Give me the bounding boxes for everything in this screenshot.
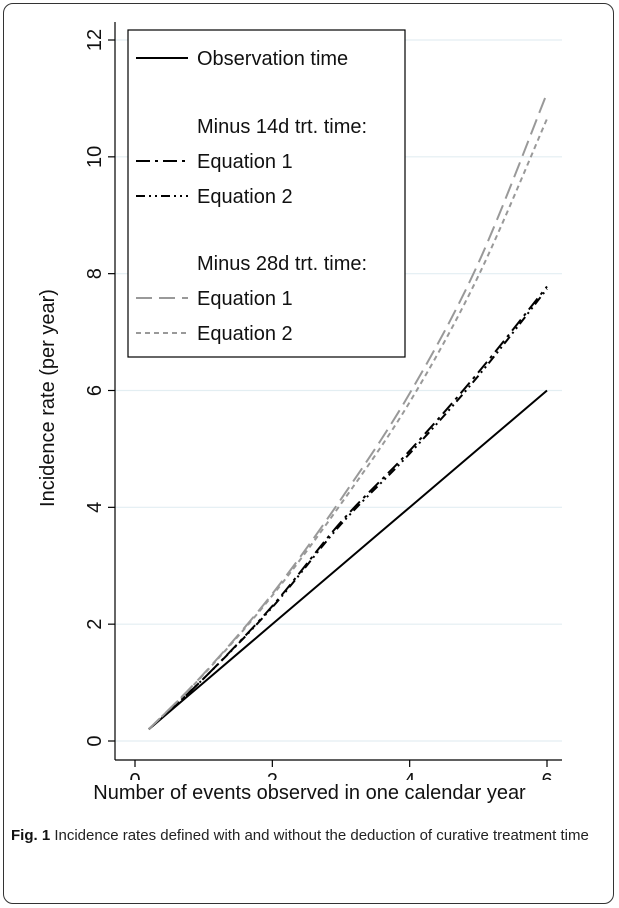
y-tick-label: 4 bbox=[84, 502, 106, 513]
legend-box bbox=[127, 29, 406, 358]
y-tick-label: 0 bbox=[84, 735, 106, 746]
legend-group-title: Minus 28d trt. time: bbox=[197, 253, 367, 275]
series-line-2 bbox=[148, 288, 548, 731]
x-tick-label: 0 bbox=[129, 770, 140, 780]
y-axis-label: Incidence rate (per year) bbox=[37, 289, 59, 507]
tick-labels: 0 2 4 6 8 10 12 0 2 4 6 bbox=[84, 29, 553, 780]
x-tick-label: 2 bbox=[267, 770, 278, 780]
legend-label: Equation 1 bbox=[197, 151, 293, 173]
y-tick-label: 2 bbox=[84, 619, 106, 630]
caption-text: Incidence rates defined with and without… bbox=[54, 827, 589, 844]
y-tick-label: 6 bbox=[84, 385, 106, 396]
legend-label: Observation time bbox=[197, 48, 348, 70]
series-line-3 bbox=[148, 92, 548, 731]
legend-label: Equation 2 bbox=[197, 186, 293, 208]
y-tick-label: 10 bbox=[84, 146, 106, 168]
y-tick-label: 12 bbox=[84, 29, 106, 51]
line-chart: 0246810120246 Incidence rate (per year) … bbox=[37, 22, 562, 780]
x-axis-label: Number of events observed in one calenda… bbox=[93, 782, 526, 804]
legend-label: Equation 1 bbox=[197, 288, 293, 310]
axes bbox=[108, 22, 562, 767]
y-tick-label: 8 bbox=[84, 268, 106, 279]
legend-label: Equation 2 bbox=[197, 323, 293, 345]
x-tick-label: 4 bbox=[404, 770, 415, 780]
series-line-0 bbox=[148, 389, 548, 731]
caption-lead: Fig. 1 bbox=[11, 827, 51, 844]
figure-frame bbox=[3, 3, 614, 904]
series-line-1 bbox=[148, 285, 548, 731]
series-lines bbox=[148, 92, 548, 731]
series-line-4 bbox=[148, 118, 548, 731]
figure-caption: Fig. 1 Incidence rates defined with and … bbox=[11, 824, 611, 847]
legend: Observation time Minus 14d trt. time: Equa… bbox=[127, 29, 406, 358]
legend-group-title: Minus 14d trt. time: bbox=[197, 116, 367, 138]
x-tick-label: 6 bbox=[541, 770, 552, 780]
